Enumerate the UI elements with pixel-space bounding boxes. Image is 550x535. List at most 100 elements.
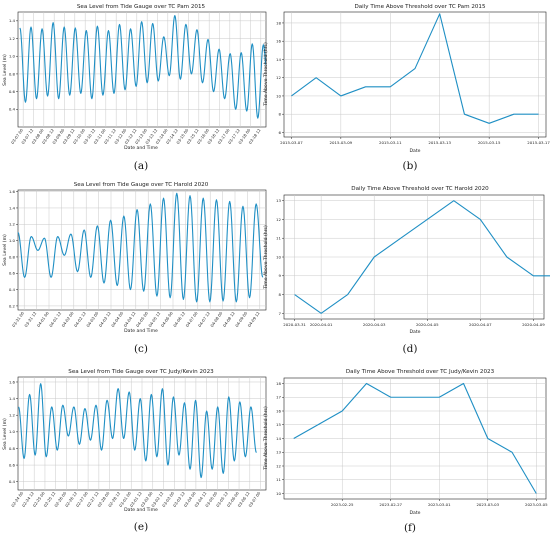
chart-f-x-tick-label: 2023-03-05 bbox=[525, 502, 548, 507]
chart-a-y-tick-label: 1.2 bbox=[9, 36, 16, 41]
chart-c-y-tick-label: 1.2 bbox=[9, 222, 16, 227]
chart-f: Daily Time Above Threshold over TC Judy/… bbox=[263, 369, 548, 534]
chart-d-y-ticks: 7 8 9 10 11 12 13 bbox=[276, 198, 284, 316]
chart-f-y-tick-label: 13 bbox=[276, 450, 281, 455]
chart-b: Daily Time Above Threshold over TC Pam 2… bbox=[263, 4, 550, 172]
chart-b-x-tick-label: 2015-03-15 bbox=[478, 140, 501, 145]
chart-f-y-tick-label: 14 bbox=[276, 436, 281, 441]
chart-b-x-label: Date bbox=[410, 148, 421, 154]
chart-c-x-tick-label: 04-09 12 bbox=[246, 310, 260, 328]
chart-d-y-tick-label: 8 bbox=[279, 292, 282, 297]
chart-c-series-line bbox=[17, 192, 264, 303]
chart-f-y-tick-label: 18 bbox=[276, 381, 281, 386]
chart-d-y-tick-label: 7 bbox=[279, 311, 282, 316]
chart-b-panel-label: (b) bbox=[403, 160, 418, 172]
chart-d-x-label: Date bbox=[410, 329, 421, 335]
chart-e-y-label: Sea Level (m) bbox=[2, 418, 8, 450]
chart-f-y-ticks: 10 11 12 13 14 15 16 17 18 bbox=[276, 381, 284, 496]
chart-b-y-tick-label: 14 bbox=[276, 57, 281, 62]
chart-f-y-tick-label: 12 bbox=[276, 463, 281, 468]
chart-c-y-tick-label: 0.4 bbox=[9, 287, 16, 292]
chart-f-x-tick-label: 2023-03-01 bbox=[428, 502, 451, 507]
chart-c-y-tick-label: 1.0 bbox=[9, 238, 16, 243]
chart-a-title: Sea Level from Tide Gauge over TC Pam 20… bbox=[77, 4, 206, 10]
chart-f-y-tick-label: 17 bbox=[276, 395, 281, 400]
chart-b-x-tick-label: 2015-03-07 bbox=[280, 140, 303, 145]
chart-b-title: Daily Time Above Threshold over TC Pam 2… bbox=[354, 4, 486, 10]
chart-a-y-tick-label: 0.6 bbox=[9, 89, 16, 94]
chart-c-y-tick-label: 1.6 bbox=[9, 189, 16, 194]
chart-b-y-tick-label: 10 bbox=[276, 93, 281, 98]
chart-f-y-label: Time Above Threshold (hrs) bbox=[263, 406, 269, 471]
chart-b-y-tick-label: 6 bbox=[279, 130, 282, 135]
chart-a-series-line bbox=[19, 14, 267, 119]
chart-e-y-tick-label: 0.8 bbox=[9, 446, 16, 451]
chart-d-x-tick-label: 2020-04-03 bbox=[363, 322, 386, 327]
chart-d-grid bbox=[284, 195, 544, 319]
chart-e-y-tick-label: 1.4 bbox=[9, 396, 16, 401]
chart-b-y-tick-label: 8 bbox=[279, 112, 282, 117]
chart-b-y-tick-label: 12 bbox=[276, 75, 281, 80]
chart-d-panel-label: (d) bbox=[403, 343, 418, 355]
chart-d-title: Daily Time Above Threshold over TC Harol… bbox=[351, 186, 489, 192]
chart-b-x-tick-label: 2015-03-13 bbox=[428, 140, 451, 145]
chart-b-y-tick-label: 18 bbox=[276, 20, 281, 25]
chart-e-series-line bbox=[18, 383, 257, 479]
chart-a-y-tick-label: 0.8 bbox=[9, 71, 16, 76]
chart-c-y-ticks: 0.2 0.4 0.6 0.8 1.0 1.2 1.4 1.6 bbox=[9, 189, 18, 308]
chart-d-x-tick-label: 2020-03-31 bbox=[283, 322, 306, 327]
chart-f-x-tick-label: 2023-02-25 bbox=[331, 502, 354, 507]
chart-e-y-tick-label: 0.4 bbox=[9, 479, 16, 484]
chart-a-x-label: Date and Time bbox=[124, 145, 158, 151]
chart-c-title: Sea Level from Tide Gauge over TC Harold… bbox=[74, 182, 209, 188]
chart-b-x-tick-label: 2015-03-11 bbox=[379, 140, 402, 145]
chart-b-y-tick-label: 16 bbox=[276, 39, 281, 44]
chart-c-y-tick-label: 0.2 bbox=[9, 303, 16, 308]
chart-f-title: Daily Time Above Threshold over TC Judy/… bbox=[346, 369, 495, 375]
chart-a-y-tick-label: 0.4 bbox=[9, 107, 16, 112]
chart-d-y-tick-label: 9 bbox=[279, 273, 282, 278]
chart-b-x-tick-label: 2015-03-17 bbox=[527, 140, 550, 145]
chart-d-x-tick-label: 2020-04-01 bbox=[310, 322, 333, 327]
chart-a-y-tick-label: 1.0 bbox=[9, 54, 16, 59]
chart-c: Sea Level from Tide Gauge over TC Harold… bbox=[2, 182, 267, 355]
chart-f-panel-label: (f) bbox=[404, 522, 416, 534]
chart-c-y-tick-label: 0.6 bbox=[9, 271, 16, 276]
chart-c-x-label: Date and Time bbox=[124, 328, 158, 334]
chart-b-x-tick-label: 2015-03-09 bbox=[330, 140, 353, 145]
chart-f-x-tick-label: 2023-02-27 bbox=[379, 502, 402, 507]
chart-b-series-line bbox=[291, 13, 539, 124]
chart-d-y-tick-label: 13 bbox=[276, 198, 281, 203]
chart-c-y-label: Sea Level (m) bbox=[2, 234, 8, 266]
chart-b-x-ticks: 2015-03-07 2015-03-09 2015-03-11 2015-03-13… bbox=[280, 137, 550, 145]
chart-d-series-line bbox=[294, 200, 550, 314]
chart-b-grid bbox=[284, 12, 546, 137]
chart-e: Sea Level from Tide Gauge over TC Judy/K… bbox=[2, 369, 267, 533]
chart-a-panel-label: (a) bbox=[134, 160, 148, 172]
chart-a-frame bbox=[17, 11, 267, 128]
chart-a-y-tick-label: 1.4 bbox=[9, 18, 16, 23]
chart-d-y-tick-label: 11 bbox=[276, 236, 281, 241]
chart-e-panel-label: (e) bbox=[134, 521, 148, 533]
chart-d-x-ticks: 2020-03-31 2020-04-01 2020-04-03 2020-04-05… bbox=[283, 319, 545, 327]
chart-b-frame bbox=[283, 11, 547, 138]
chart-f-series-line bbox=[293, 382, 537, 494]
chart-e-title: Sea Level from Tide Gauge over TC Judy/K… bbox=[68, 369, 214, 375]
chart-c-y-tick-label: 1.4 bbox=[9, 205, 16, 210]
chart-e-y-tick-label: 1.6 bbox=[9, 379, 16, 384]
chart-a-grid bbox=[18, 12, 266, 127]
chart-e-y-ticks: 0.4 0.6 0.8 1.0 1.2 1.4 1.6 bbox=[9, 379, 18, 484]
chart-e-x-label: Date and Time bbox=[124, 507, 158, 513]
chart-b-y-ticks: 6 8 10 12 14 16 18 bbox=[276, 20, 284, 135]
chart-f-x-tick-label: 2023-03-03 bbox=[476, 502, 499, 507]
chart-d-x-tick-label: 2020-04-05 bbox=[416, 322, 439, 327]
chart-b-y-label: Time Above Threshold (hrs) bbox=[263, 42, 269, 107]
chart-e-y-tick-label: 0.6 bbox=[9, 462, 16, 467]
chart-d: Daily Time Above Threshold over TC Harol… bbox=[263, 186, 550, 355]
chart-c-y-tick-label: 0.8 bbox=[9, 254, 16, 259]
chart-c-frame bbox=[17, 189, 267, 311]
